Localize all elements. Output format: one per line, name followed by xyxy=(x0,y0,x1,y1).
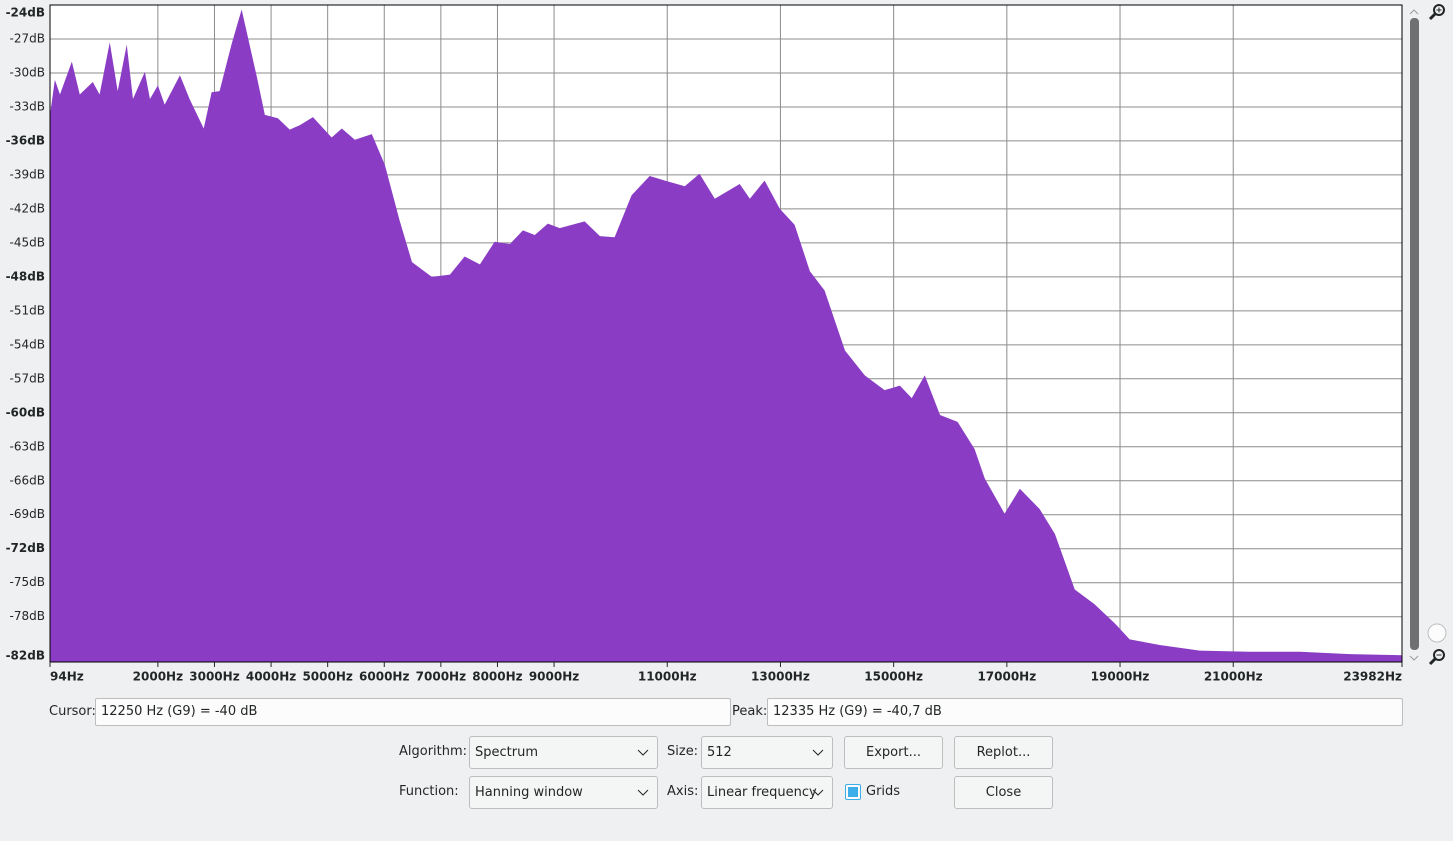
marks xyxy=(50,9,1402,663)
axis-combo[interactable]: Linear frequency xyxy=(701,776,833,809)
close-button[interactable]: Close xyxy=(954,776,1053,809)
x-tick-label: 23982Hz xyxy=(1343,670,1402,684)
x-tick-label: 7000Hz xyxy=(416,670,466,684)
cursor-label: Cursor: xyxy=(49,704,96,719)
x-tick-label: 8000Hz xyxy=(472,670,522,684)
y-tick-label: -66dB xyxy=(10,473,45,487)
algorithm-value: Spectrum xyxy=(475,745,538,760)
zoom-slider[interactable] xyxy=(1427,623,1447,643)
grids-checkbox[interactable] xyxy=(845,784,861,800)
size-label: Size: xyxy=(667,744,699,759)
x-tick-label: 19000Hz xyxy=(1091,670,1150,684)
y-tick-label: -51dB xyxy=(10,303,45,317)
dropdown-arrow xyxy=(637,789,649,796)
x-tick-label: 94Hz xyxy=(50,670,84,684)
y-tick-label: -63dB xyxy=(10,439,45,453)
replot-button[interactable]: Replot... xyxy=(954,736,1053,769)
y-tick-label: -33dB xyxy=(10,99,45,113)
y-tick-label: -48dB xyxy=(6,269,45,283)
y-tick-label: -60dB xyxy=(6,405,45,419)
y-tick-label: -45dB xyxy=(10,235,45,249)
peak-label: Peak: xyxy=(732,704,768,719)
plot-frame xyxy=(49,4,1403,663)
y-tick-label: -75dB xyxy=(10,575,45,589)
x-tick-label: 11000Hz xyxy=(638,670,697,684)
y-tick-label: -42dB xyxy=(10,201,45,215)
spectrum-area xyxy=(50,9,1402,663)
size-value: 512 xyxy=(707,745,732,760)
y-tick-label: -24dB xyxy=(6,6,45,20)
zoom-in-button[interactable] xyxy=(1428,4,1445,21)
function-label: Function: xyxy=(399,784,459,799)
x-tick-label: 21000Hz xyxy=(1204,670,1263,684)
axis-label: Axis: xyxy=(667,784,699,799)
dropdown-arrow xyxy=(812,749,824,756)
x-tick-label: 15000Hz xyxy=(864,670,923,684)
cursor-field[interactable]: 12250 Hz (G9) = -40 dB xyxy=(95,698,731,726)
y-tick-label: -57dB xyxy=(10,371,45,385)
y-tick-label: -27dB xyxy=(10,31,45,45)
y-tick-label: -69dB xyxy=(10,507,45,521)
x-tick-label: 13000Hz xyxy=(751,670,810,684)
algorithm-label: Algorithm: xyxy=(399,744,468,759)
y-tick-label: -78dB xyxy=(10,609,45,623)
algorithm-combo[interactable]: Spectrum xyxy=(469,736,658,769)
size-combo[interactable]: 512 xyxy=(701,736,833,769)
y-tick-label: -39dB xyxy=(10,167,45,181)
export-button[interactable]: Export... xyxy=(844,736,943,769)
x-tick-label: 3000Hz xyxy=(189,670,239,684)
function-value: Hanning window xyxy=(475,785,583,800)
scrollbar-handle[interactable] xyxy=(1410,18,1419,650)
y-tick-label: -82dB xyxy=(6,649,45,663)
x-tick-label: 9000Hz xyxy=(529,670,579,684)
tick-labels: -24dB -27dB -30dB -33dB -36dB -39dB -42dB -45dB… xyxy=(6,6,1403,684)
x-tick-label: 4000Hz xyxy=(246,670,296,684)
y-tick-label: -54dB xyxy=(10,337,45,351)
grids-label: Grids xyxy=(866,784,901,799)
y-tick-label: -30dB xyxy=(10,65,45,79)
spectrum-chart: -24dB -27dB -30dB -33dB -36dB -39dB -42dB -45dB… xyxy=(6,4,1447,684)
dropdown-arrow xyxy=(812,789,824,796)
scroll-arrows xyxy=(1409,9,1419,661)
x-tick-label: 17000Hz xyxy=(977,670,1036,684)
x-tick-label: 5000Hz xyxy=(302,670,352,684)
zoom-out-button[interactable] xyxy=(1428,649,1445,666)
y-tick-label: -72dB xyxy=(6,541,45,555)
y-tick-label: -36dB xyxy=(6,133,45,147)
peak-field[interactable]: 12335 Hz (G9) = -40,7 dB xyxy=(767,698,1403,726)
x-tick-label: 6000Hz xyxy=(359,670,409,684)
dropdown-arrow xyxy=(637,749,649,756)
function-combo[interactable]: Hanning window xyxy=(469,776,658,809)
axis-value: Linear frequency xyxy=(707,785,817,800)
x-tick-label: 2000Hz xyxy=(133,670,183,684)
